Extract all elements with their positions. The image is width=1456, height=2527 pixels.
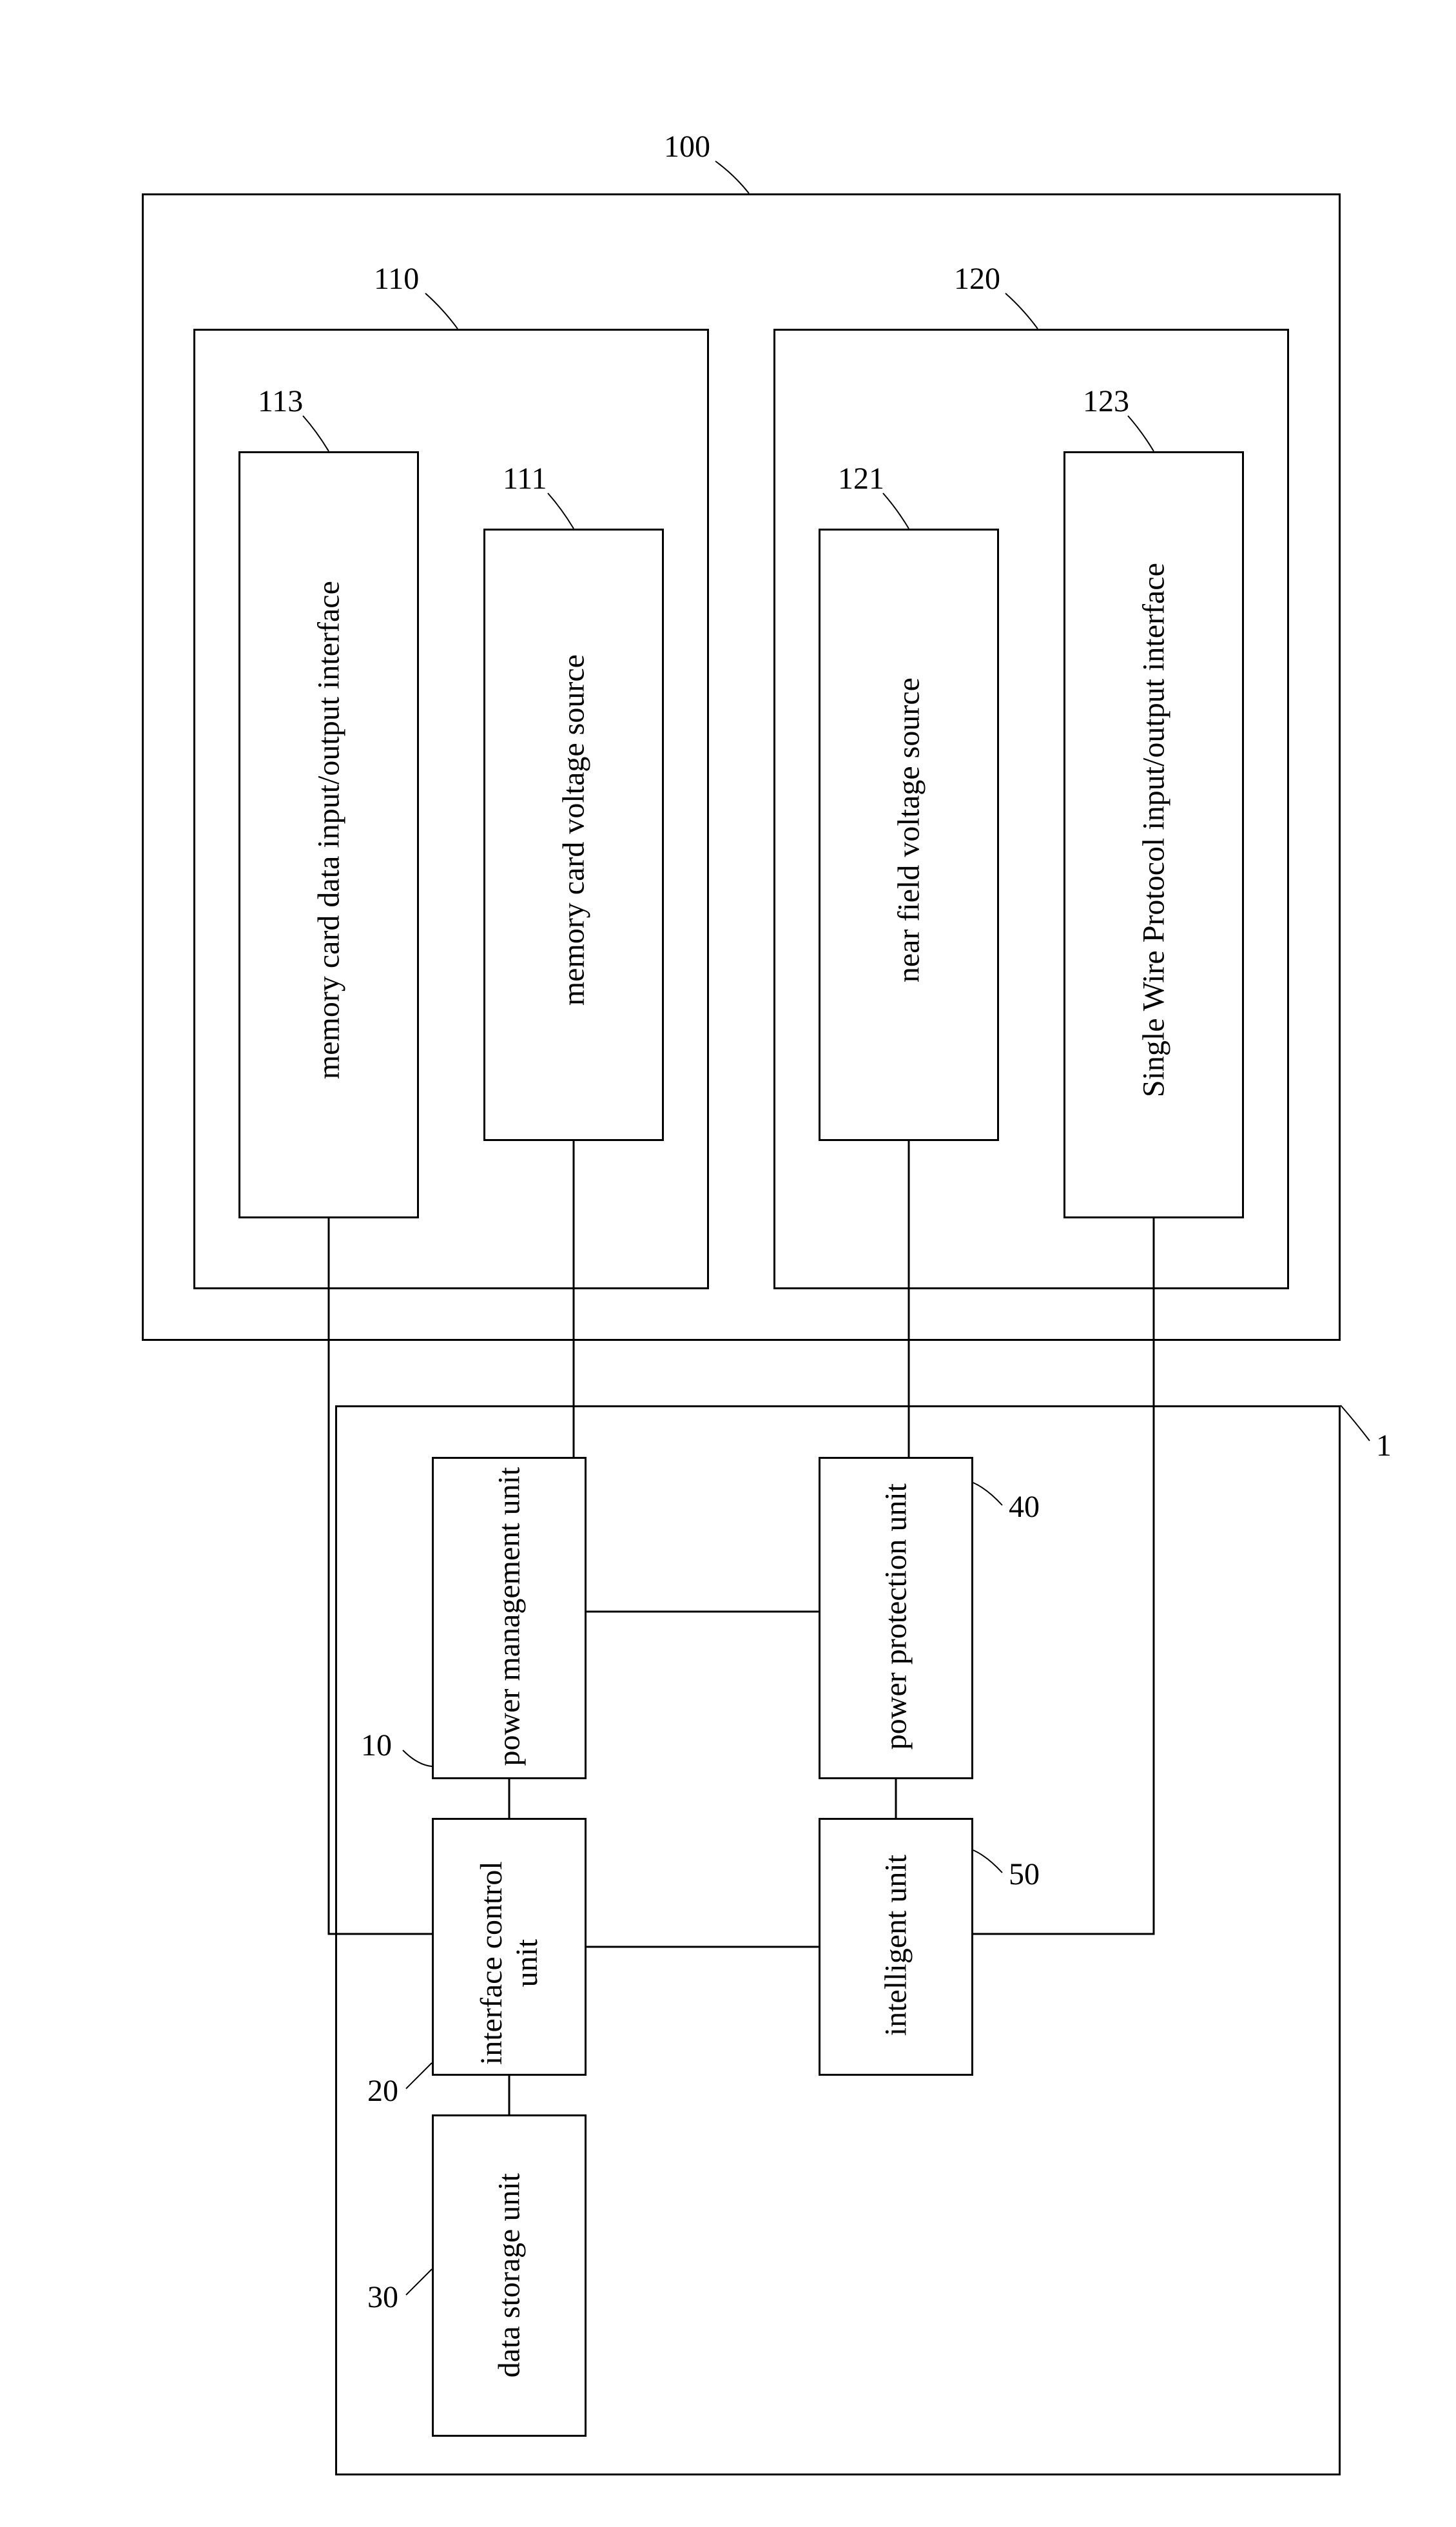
label-113: memory card data input/output interface (311, 447, 346, 1214)
label-111: memory card voltage source (556, 524, 591, 1137)
ref-20: 20 (367, 2073, 398, 2109)
ref-113: 113 (258, 384, 303, 419)
ref-123: 123 (1083, 384, 1129, 419)
ref-110: 110 (374, 261, 419, 297)
ref-40: 40 (1009, 1489, 1040, 1525)
label-50: intelligent unit (878, 1817, 913, 2074)
ref-10: 10 (361, 1728, 392, 1763)
label-30: data storage unit (491, 2114, 527, 2437)
ref-100: 100 (664, 129, 710, 164)
ref-121: 121 (838, 461, 884, 496)
ref-111: 111 (503, 461, 547, 496)
ref-30: 30 (367, 2279, 398, 2315)
label-40: power protection unit (878, 1456, 913, 1778)
diagram-canvas: memory card data input/output interface … (0, 0, 1456, 2527)
label-123: Single Wire Protocol input/output interf… (1136, 447, 1171, 1214)
ref-120: 120 (954, 261, 1000, 297)
label-10: power management unit (491, 1456, 527, 1778)
ref-50: 50 (1009, 1857, 1040, 1892)
label-20: interface control unit (474, 1834, 545, 2092)
ref-1: 1 (1376, 1428, 1392, 1463)
label-121: near field voltage source (891, 524, 926, 1137)
